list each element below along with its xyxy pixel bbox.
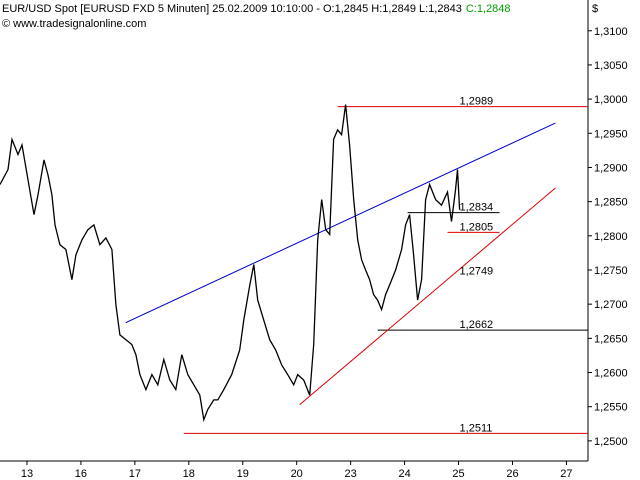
y-tick-label: 1,2800 [594,231,628,243]
y-axis-label: $ [592,3,598,15]
x-tick-label: 18 [183,468,195,480]
y-tick-label: 1,3000 [594,94,628,106]
x-tick-label: 17 [129,468,141,480]
price-line [0,104,461,423]
x-tick-label: 27 [560,468,572,480]
y-tick-label: 1,2850 [594,197,628,209]
y-tick-label: 1,2900 [594,162,628,174]
y-tick-label: 1,2750 [594,265,628,277]
y-tick-label: 1,3100 [594,26,628,38]
level-label: 1,2834 [460,202,494,214]
x-tick-label: 16 [75,468,87,480]
level-label: 1,2662 [460,319,494,331]
subtitle: © www.tradesignalonline.com [2,18,146,30]
x-tick-label: 23 [345,468,357,480]
chart-title: EUR/USD Spot [EURUSD FXD 5 Minuten] 25.0… [2,3,462,15]
x-tick-label: 26 [506,468,518,480]
y-tick-label: 1,2650 [594,333,628,345]
level-label: 1,2805 [460,221,494,233]
x-tick-label: 20 [291,468,303,480]
x-tick-label: 19 [237,468,249,480]
close-label: C:1,2848 [466,3,511,15]
y-tick-label: 1,2950 [594,128,628,140]
trendline [299,187,556,406]
y-tick-label: 1,2550 [594,402,628,414]
y-tick-label: 1,3050 [594,60,628,72]
x-tick-label: 13 [21,468,33,480]
y-tick-label: 1,2600 [594,368,628,380]
level-label: 1,2511 [460,422,493,434]
trendline [125,122,556,324]
x-tick-label: 24 [398,468,410,480]
annotation: 1,2749 [460,266,494,278]
y-tick-label: 1,2700 [594,299,628,311]
level-label: 1,2989 [460,96,494,108]
y-tick-label: 1,2500 [594,436,628,448]
x-tick-label: 25 [452,468,464,480]
